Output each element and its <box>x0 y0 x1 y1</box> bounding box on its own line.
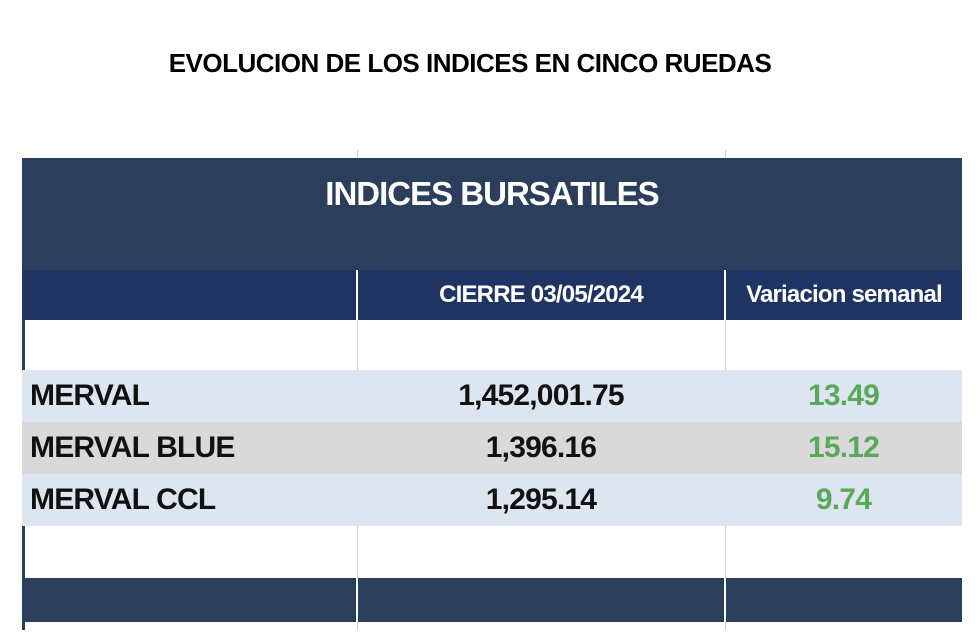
separator <box>724 270 726 320</box>
close-value: 1,295.14 <box>485 483 597 516</box>
row-label: MERVAL BLUE <box>30 431 235 464</box>
table-title-band: INDICES BURSATILES <box>22 158 962 270</box>
weekly-change: 13.49 <box>807 379 880 412</box>
separator <box>724 578 726 622</box>
table: INDICES BURSATILES CIERRE 03/05/2024 Var… <box>22 150 962 630</box>
column-header: CIERRE 03/05/2024 <box>439 281 644 308</box>
separator <box>356 578 358 622</box>
table-title: INDICES BURSATILES <box>325 175 659 212</box>
table-row: MERVAL BLUE 1,396.16 15.12 <box>22 422 962 474</box>
weekly-change: 15.12 <box>807 431 880 464</box>
row-label: MERVAL <box>30 379 150 412</box>
page-title: EVOLUCION DE LOS INDICES EN CINCO RUEDAS <box>168 48 772 78</box>
table-row: MERVAL CCL 1,295.14 9.74 <box>22 474 962 526</box>
table-row: MERVAL 1,452,001.75 13.49 <box>22 370 962 422</box>
weekly-change: 9.74 <box>815 483 872 516</box>
footer-band <box>22 578 962 622</box>
close-value: 1,452,001.75 <box>458 379 624 412</box>
separator <box>356 270 358 320</box>
header-row: CIERRE 03/05/2024 Variacion semanal <box>22 270 962 320</box>
row-label: MERVAL CCL <box>30 483 216 516</box>
close-value: 1,396.16 <box>485 431 597 464</box>
column-header: Variacion semanal <box>746 281 943 308</box>
